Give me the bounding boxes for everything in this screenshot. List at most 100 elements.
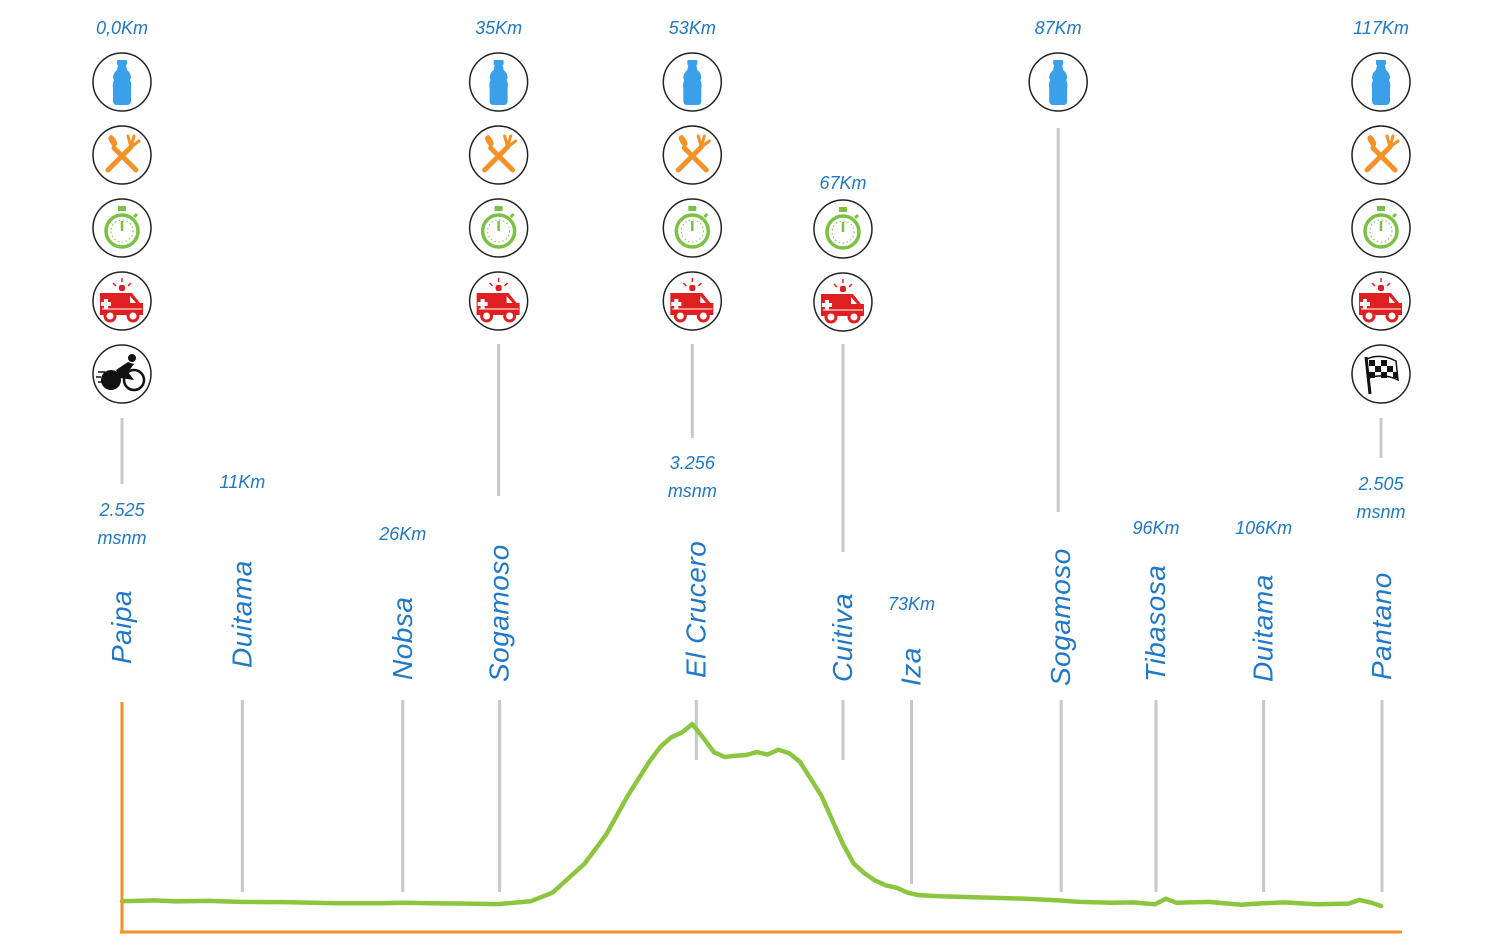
elevation-point (766, 753, 769, 756)
elevation-point (798, 760, 802, 764)
elevation-point (755, 750, 759, 754)
elevation-point (400, 901, 403, 905)
town-label: Nobsa (387, 597, 418, 680)
town-label: Duitama (226, 560, 257, 668)
town-km-label: 11Km (220, 472, 266, 492)
ambulance-icon (812, 271, 874, 333)
elevation-point (917, 893, 920, 897)
town-km-label: 96Km (1133, 518, 1180, 538)
elevation-point (895, 886, 898, 890)
elevation-point (465, 902, 468, 905)
water-bottle-icon (1351, 52, 1411, 112)
elevation-point (529, 899, 533, 903)
elevation-point (852, 862, 855, 865)
elevation-point (787, 752, 791, 755)
stopwatch-icon (91, 197, 153, 259)
elevation-point (1347, 902, 1350, 905)
fork-knife-icon (663, 126, 721, 184)
altitude-label: 3.256 (670, 453, 716, 473)
town-label: Pantano (1366, 572, 1397, 680)
elevation-point (551, 891, 554, 894)
elevation-point (680, 731, 683, 734)
elevation-point (1024, 897, 1028, 900)
elevation-point (1282, 901, 1286, 904)
altitude-label: msnm (668, 481, 717, 501)
elevation-point (809, 777, 812, 780)
stopwatch-icon (661, 197, 724, 259)
elevation-point (1056, 899, 1060, 902)
ambulance-icon (1350, 270, 1412, 332)
town-label: Iza (896, 647, 927, 686)
elevation-point (981, 896, 985, 899)
elevation-point (336, 902, 339, 905)
water-bottle-icon (92, 52, 152, 112)
elevation-point (841, 843, 845, 846)
elevation-point (863, 872, 866, 875)
elevation-point (1239, 903, 1243, 906)
town-label: Sogamoso (484, 544, 515, 682)
station-km-label: 87Km (1035, 18, 1082, 38)
altitude-label: msnm (98, 528, 147, 548)
town-label: Tibasosa (1140, 565, 1171, 682)
town-label: El Crucero (680, 541, 711, 678)
station-km-label: 117Km (1353, 18, 1409, 38)
checkered-flag-icon (1350, 343, 1412, 405)
elevation-point (906, 891, 909, 894)
elevation-point (820, 794, 823, 797)
elevation-point (605, 833, 608, 836)
elevation-point (1110, 901, 1114, 905)
elevation-point (701, 736, 705, 739)
elevation-point (669, 736, 672, 739)
fork-knife-icon (93, 126, 151, 184)
stopwatch-icon (467, 197, 530, 259)
altitude-label: 2.525 (98, 500, 145, 520)
elevation-point (874, 879, 877, 882)
elevation-point (712, 750, 716, 754)
town-km-label: 26Km (378, 524, 426, 544)
town-label: Sogamoso (1045, 548, 1076, 686)
water-bottle-icon (468, 52, 529, 112)
water-bottle-icon (1028, 52, 1088, 112)
elevation-points (120, 722, 1383, 908)
elevation-point (723, 755, 726, 759)
elevation-point (1078, 900, 1081, 904)
elevation-point (1153, 903, 1157, 906)
elevation-point (1379, 904, 1383, 908)
elevation-point (831, 818, 834, 822)
altitude-label: 2.505 (1357, 474, 1404, 494)
elevation-point (1315, 903, 1318, 906)
elevation-point (1132, 901, 1135, 904)
station-km-label: 0,0Km (96, 18, 148, 38)
elevation-point (626, 794, 629, 797)
elevation-point (206, 899, 210, 903)
elevation-point (153, 899, 156, 902)
elevation-point (379, 902, 382, 905)
town-label: Paipa (106, 590, 137, 664)
elevation-point (1261, 902, 1264, 905)
elevation-point (615, 813, 619, 817)
elevation-point (1164, 897, 1167, 900)
ambulance-icon (468, 270, 530, 332)
elevation-point (282, 900, 285, 904)
elevation-point (884, 884, 888, 887)
elevation-point (1175, 901, 1178, 905)
fork-knife-icon (470, 126, 528, 184)
elevation-point (120, 899, 124, 903)
elevation-point (658, 746, 662, 749)
town-label: Cuitiva (827, 593, 858, 682)
water-bottle-icon (662, 52, 723, 112)
town-km-label: 106Km (1235, 518, 1292, 538)
elevation-point (497, 902, 500, 906)
elevation-point (1358, 898, 1361, 902)
elevation-line (119, 721, 1384, 909)
fork-knife-icon (1352, 126, 1410, 184)
elevation-point (691, 722, 694, 726)
altitude-label: msnm (1357, 502, 1406, 522)
elevation-point (432, 902, 436, 905)
station-km-label: 53Km (669, 18, 716, 38)
service-icons (91, 52, 1412, 405)
guide-lines (120, 128, 1384, 892)
station-km-label: 35Km (475, 18, 522, 38)
elevation-point (938, 895, 942, 898)
